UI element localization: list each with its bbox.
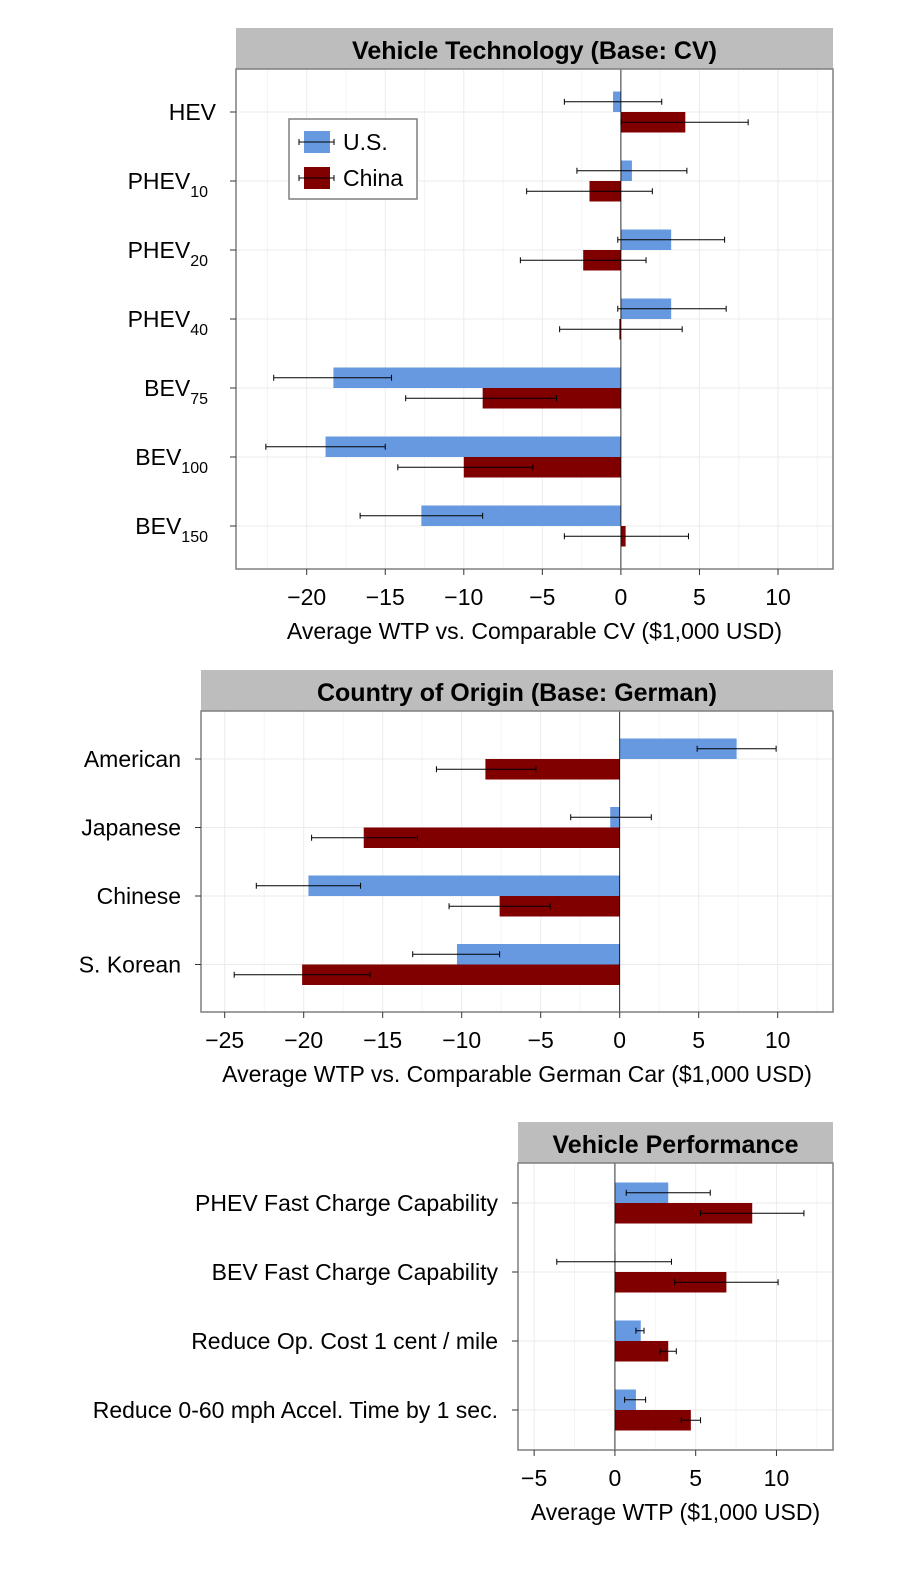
y-tick-label: PHEV20 (128, 237, 209, 270)
error-bar-us (359, 512, 484, 519)
y-tick-label: Japanese (81, 815, 181, 841)
x-tick-label: 5 (689, 1465, 702, 1491)
error-bar-us (265, 443, 386, 450)
error-bar-china (680, 1417, 702, 1424)
error-bar-us (273, 374, 393, 381)
x-tick-label: −15 (366, 584, 405, 610)
x-tick-label: 0 (615, 584, 628, 610)
y-tick-label: Reduce Op. Cost 1 cent / mile (191, 1328, 498, 1354)
legend: U.S. China (288, 118, 418, 200)
error-bar-us (255, 882, 362, 889)
bar-us (456, 944, 620, 965)
x-axis-label: Average WTP vs. Comparable CV ($1,000 US… (287, 618, 782, 644)
error-bar-china (563, 533, 689, 540)
y-tick-label: HEV (169, 99, 217, 125)
error-bar-china (526, 188, 653, 195)
y-tick-label: PHEV40 (128, 306, 209, 339)
error-bar-china (405, 395, 557, 402)
bar-china (485, 759, 620, 780)
bar-us (333, 367, 621, 388)
panel-1: Vehicle Technology (Base: CV) HEV PHEV10 PH… (128, 28, 834, 644)
error-bar-us (576, 167, 688, 174)
x-axis-label: Average WTP vs. Comparable German Car ($… (222, 1061, 812, 1087)
error-bar-china (448, 903, 551, 910)
x-tick-label: −20 (284, 1027, 323, 1053)
y-tick-label: BEV Fast Charge Capability (212, 1259, 499, 1285)
bar-china (614, 1410, 691, 1431)
y-tick-label: S. Korean (79, 952, 181, 978)
x-tick-label: 0 (609, 1465, 622, 1491)
y-tick-label: PHEV10 (128, 168, 209, 201)
panel-title: Vehicle Performance (553, 1131, 799, 1159)
error-bar-china (519, 257, 647, 264)
error-bar-us (556, 1258, 672, 1265)
y-tick-label: PHEV Fast Charge Capability (195, 1190, 498, 1216)
y-tick-label: BEV75 (144, 375, 208, 408)
legend-label: China (343, 165, 403, 191)
bar-china (499, 896, 620, 917)
error-bar-us (570, 814, 652, 821)
x-tick-label: −5 (529, 584, 555, 610)
panel-title: Country of Origin (Base: German) (317, 679, 717, 707)
legend-china: China (298, 165, 403, 191)
y-tick-label: BEV100 (135, 444, 208, 477)
bar-us (308, 875, 620, 896)
bar-china (614, 1272, 727, 1293)
x-tick-label: −5 (528, 1027, 554, 1053)
x-tick-label: 10 (765, 584, 791, 610)
error-bar-us (635, 1327, 645, 1334)
x-tick-label: 10 (764, 1465, 790, 1491)
x-tick-label: −10 (442, 1027, 481, 1053)
x-tick-label: −5 (521, 1465, 547, 1491)
x-tick-label: 10 (765, 1027, 791, 1053)
x-tick-label: 5 (693, 584, 706, 610)
plot-frame (200, 710, 834, 1013)
error-bar-china (674, 1279, 779, 1286)
x-tick-label: −15 (363, 1027, 402, 1053)
bar-china (363, 827, 620, 848)
x-tick-label: 0 (613, 1027, 626, 1053)
x-tick-label: −25 (205, 1027, 244, 1053)
y-tick-label: BEV150 (135, 513, 208, 546)
y-tick-label: Reduce 0-60 mph Accel. Time by 1 sec. (93, 1397, 498, 1423)
error-bar-us (617, 236, 726, 243)
bar-china (302, 964, 620, 985)
bar-china (614, 1203, 753, 1224)
panel-strip (201, 670, 833, 711)
bar-china (463, 457, 621, 478)
error-bar-us (412, 951, 501, 958)
x-tick-label: 5 (692, 1027, 705, 1053)
error-bar-china (311, 834, 418, 841)
panel-3: Vehicle Performance PHEV Fast Charge Capa… (93, 1122, 834, 1525)
panel-2: Country of Origin (Base: German) American… (79, 670, 834, 1087)
y-tick-label: Chinese (97, 883, 181, 909)
y-tick-label: American (84, 746, 181, 772)
error-bar-china (659, 1348, 677, 1355)
error-bar-us (617, 305, 727, 312)
legend-label: U.S. (343, 129, 388, 155)
error-bar-us (696, 745, 777, 752)
bar-us (619, 738, 737, 759)
plot-frame (517, 1162, 834, 1451)
error-bar-us (563, 98, 663, 105)
legend-us: U.S. (298, 129, 388, 155)
bar-china (614, 1341, 669, 1362)
bar-us (421, 505, 621, 526)
bar-us (325, 436, 621, 457)
error-bar-us (625, 1189, 711, 1196)
error-bar-us (624, 1396, 647, 1403)
bar-us (614, 1320, 641, 1341)
panel-title: Vehicle Technology (Base: CV) (352, 37, 717, 65)
error-bar-china (397, 464, 534, 471)
x-axis-label: Average WTP ($1,000 USD) (531, 1499, 820, 1525)
x-tick-label: −10 (444, 584, 483, 610)
error-bar-china (233, 971, 371, 978)
panel-strip (518, 1122, 833, 1163)
x-tick-label: −20 (287, 584, 326, 610)
error-bar-china (700, 1210, 805, 1217)
panel-strip (236, 28, 833, 69)
error-bar-china (435, 766, 537, 773)
